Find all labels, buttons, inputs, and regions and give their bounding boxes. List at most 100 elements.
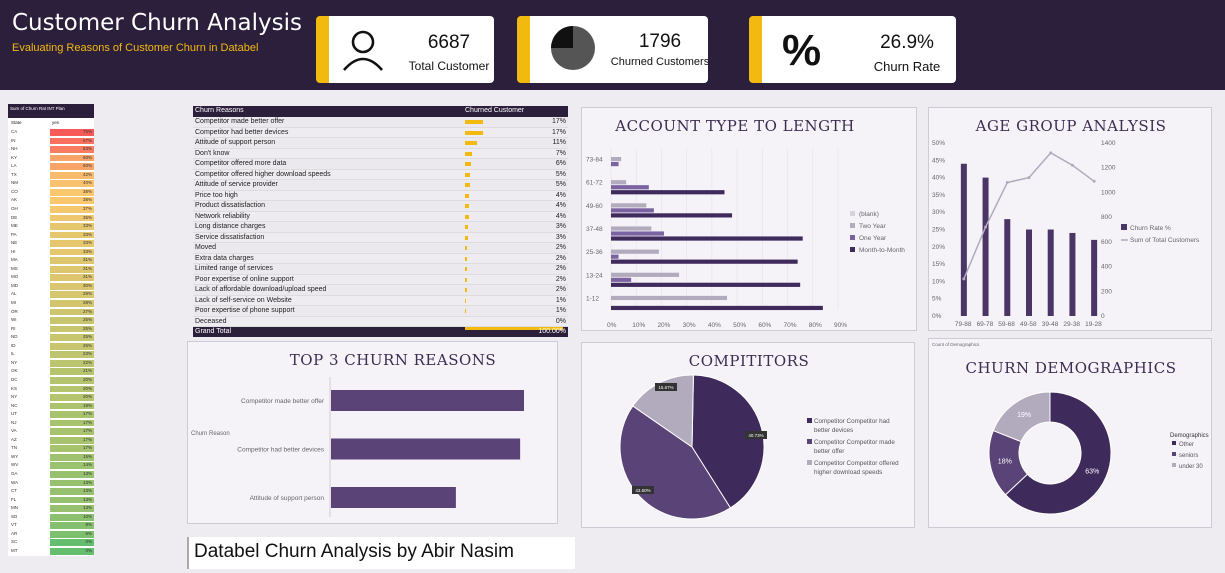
state-code: NJ [11,419,17,425]
bar [611,272,680,277]
churn-rate-cell: 22% [50,359,94,367]
tick-label: 25-36 [586,249,603,256]
bar [331,438,521,460]
churn-rate-cell: 17% [50,411,94,418]
bar [611,180,627,185]
heatmap-row: KY 50% [8,154,94,162]
legend-swatch [1172,441,1176,445]
tick-label: 40% [708,322,721,329]
heatmap-row: NC 18% [8,402,94,410]
churn-rate-cell: 29% [50,291,94,299]
table-total-row: Grand Total 100.00% [193,327,568,337]
heatmap-row: ME 33% [8,223,94,230]
heatmap-row: PA 33% [8,231,94,239]
heatmap-row: DE 35% [8,214,94,222]
state-code: CT [11,488,17,494]
churn-rate-cell: 13% [50,479,94,487]
churn-rate-cell: 0% [50,539,94,547]
table-row: Long distance charges 3% [193,222,568,233]
heatmap-row: TX 42% [8,171,94,179]
data-label: 63% [1085,468,1099,475]
legend-swatch [850,211,855,216]
heatmap-row: NJ 17% [8,419,94,427]
bar [611,226,652,231]
legend-swatch [807,439,812,444]
reason-bar [465,214,470,219]
churn-rate-cell: 33% [50,248,94,256]
reason-value: 4% [555,202,566,209]
heatmap-row: RI 25% [8,325,94,333]
state-code: AK [11,197,18,203]
reason-bar [465,225,469,229]
total-value: 100.00% [538,328,566,335]
reason-value: 4% [555,212,566,220]
tick-label: 73-84 [586,157,603,164]
heatmap-row: MA 31% [8,257,94,265]
reason-value: 0% [555,317,566,325]
kpi-value: 1796 [638,31,682,52]
tick-label: 69-78 [977,321,994,328]
reason-value: 4% [555,191,566,199]
data-label-box [632,486,654,494]
heatmap-row: MS 31% [8,265,94,273]
heatmap-row: NY 22% [8,359,94,367]
state-code: MI [11,300,16,305]
state-code: ND [11,334,18,340]
heatmap-row: MI 28% [8,300,94,307]
reason-bar [465,162,472,166]
line-point [1070,163,1074,167]
reason-bar [465,298,467,303]
tick-label: 400 [1101,264,1112,271]
churn-rate-cell: 28% [50,300,94,307]
legend-label: under 30 [1179,464,1203,470]
top3-reasons-panel: TOP 3 CHURN REASONS Churn Reason Competi… [187,341,558,524]
heatmap-row: DC 20% [8,376,94,384]
churn-rate-cell: 17% [50,436,94,444]
tick-label: 59-68 [998,321,1015,328]
state-code: DE [11,214,18,220]
legend-swatch [1172,452,1176,456]
bar [611,277,632,282]
state-code: SC [11,539,18,545]
table-header: Churn Reasons Churned Customer [193,106,568,117]
bar [611,213,733,218]
heatmap-col-yes: yes [52,120,60,125]
reason-label: Poor expertise of online support [195,275,294,283]
bar [611,259,798,264]
heatmap-row: MO 31% [8,274,94,282]
bar [611,254,619,259]
data-label: 18% [998,459,1012,466]
reason-value: 2% [555,254,566,262]
reason-label: Competitor made better offer [195,118,285,125]
heatmap-row: VA 17% [8,428,94,436]
donut-slice [1004,391,1112,515]
reason-label: Attitude of service provider [195,181,278,188]
table-row: Lack of affordable download/upload speed… [193,285,568,296]
churn-rate-cell: 6% [50,530,94,538]
state-code: OH [11,205,18,211]
reason-label: Competitor had better devices [195,128,289,136]
churn-rate-cell: 35% [50,214,94,222]
reason-label: Lack of affordable download/upload speed [195,286,327,293]
bar [331,390,524,411]
tick-label: 200 [1101,288,1112,295]
heatmap-row: NY 20% [8,394,94,401]
bar [611,185,649,190]
heatmap-row: NM 40% [8,180,94,188]
tick-label: 37-48 [586,226,603,233]
tick-label: 1000 [1101,189,1116,196]
chart-title: COMPITITORS [688,352,810,370]
table-row: Product dissatisfaction 4% [193,201,568,212]
table-row: Attitude of service provider 5% [193,180,568,191]
reason-label: Attitude of support person [195,139,276,146]
heatmap-row: MD 30% [8,282,94,290]
state-code: SD [11,513,18,519]
heatmap-row: FL 13% [8,496,94,504]
heatmap-row: SD 10% [8,513,94,521]
state-code: MT [11,547,18,553]
heatmap-row: MN 13% [8,505,94,512]
table-row: Network reliability 4% [193,212,568,222]
legend-label: Two Year [859,223,887,230]
table-row: Poor expertise of online support 2% [193,275,568,285]
churn-rate-cell: 13% [50,488,94,495]
